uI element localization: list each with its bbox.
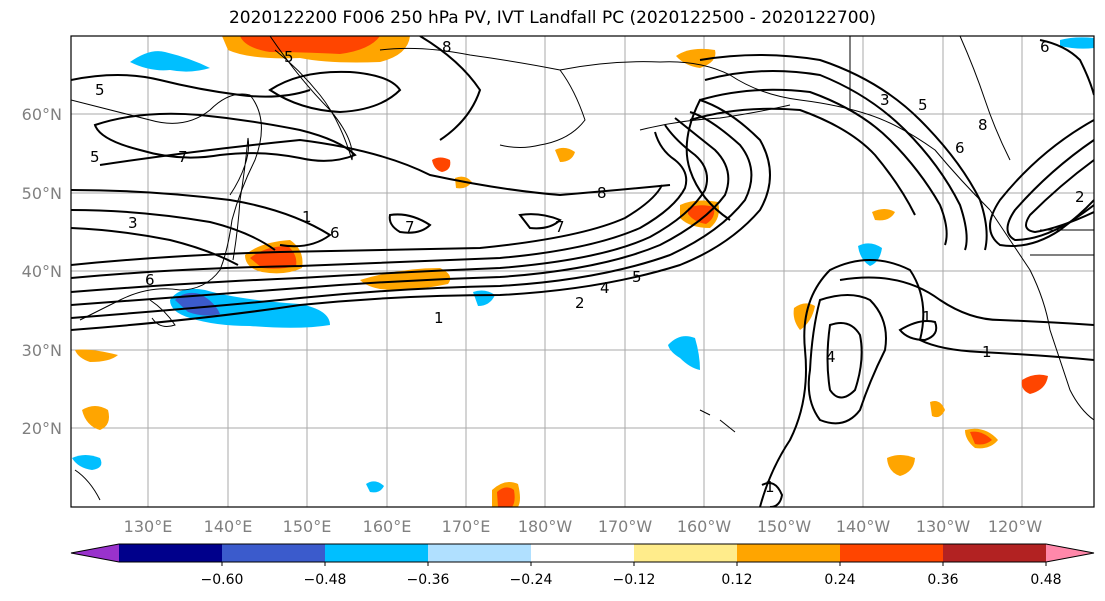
contour-label: 3	[880, 91, 890, 109]
contour-label: 1	[434, 309, 444, 327]
colorbar-tick-label: −0.24	[510, 572, 553, 588]
colorbar-extend-high	[1046, 544, 1094, 562]
lat-tick-label: 20°N	[22, 419, 62, 438]
contour-label: 4	[600, 279, 610, 297]
contour-label: 5	[918, 96, 928, 114]
colorbar-extend-low	[71, 544, 119, 562]
lat-tick-label: 50°N	[22, 184, 62, 203]
lon-tick-label: 160°W	[677, 517, 732, 536]
lon-tick-label: 140°E	[204, 517, 253, 536]
contour-label: 2	[575, 294, 585, 312]
contour-label: 2	[1075, 188, 1085, 206]
colorbar-segment	[428, 544, 532, 562]
colorbar-segment	[119, 544, 223, 562]
contour-label: 1	[982, 343, 992, 361]
lat-tick-label: 60°N	[22, 105, 62, 124]
colorbar: −0.60 −0.48 −0.36 −0.24 −0.12 0.12 0.24 0.36 0.4…	[70, 543, 1095, 588]
colorbar-segment	[737, 544, 841, 562]
map-border	[70, 35, 1095, 508]
lon-tick-label: 130°E	[124, 517, 173, 536]
colorbar-tick-label: 0.12	[721, 572, 752, 588]
latitude-labels: 60°N 50°N 40°N 30°N 20°N	[22, 105, 62, 438]
colorbar-segment	[531, 544, 635, 562]
colorbar-tick-label: 0.36	[927, 572, 958, 588]
contour-label: 1	[302, 208, 312, 226]
contour-label: 8	[597, 184, 607, 202]
contour-labels: 5 8 5 7 5 3 6 1 7 7 8 5 4 2 1 6 3 5 8 6 …	[90, 38, 1085, 496]
lon-tick-label: 120°W	[988, 517, 1043, 536]
colorbar-tick-label: −0.48	[304, 572, 347, 588]
longitude-labels: 130°E 140°E 150°E 160°E 170°E 180°W 170°…	[124, 517, 1043, 536]
lat-tick-label: 40°N	[22, 262, 62, 281]
map-title: 2020122200 F006 250 hPa PV, IVT Landfall…	[228, 8, 876, 28]
contour-label: 7	[405, 218, 415, 236]
lon-tick-label: 140°W	[836, 517, 891, 536]
colorbar-segment	[840, 544, 944, 562]
contour-label: 7	[555, 218, 565, 236]
colorbar-segment	[943, 544, 1047, 562]
contour-label: 6	[955, 139, 965, 157]
colorbar-segment	[634, 544, 738, 562]
contour-label: 8	[442, 38, 452, 56]
colorbar-segment	[325, 544, 429, 562]
colorbar-segment	[222, 544, 326, 562]
contour-label: 8	[978, 116, 988, 134]
colorbar-tick-label: −0.12	[613, 572, 656, 588]
lat-tick-label: 30°N	[22, 341, 62, 360]
contour-label: 1	[765, 478, 775, 496]
contour-label: 6	[1040, 38, 1050, 56]
contour-lines	[71, 36, 1094, 507]
colorbar-tick-label: −0.60	[201, 572, 244, 588]
contour-label: 1	[922, 308, 932, 326]
contour-label: 5	[284, 48, 294, 66]
contour-label: 6	[145, 271, 155, 289]
colorbar-tick-label: 0.24	[824, 572, 855, 588]
contour-label: 5	[95, 81, 105, 99]
lon-tick-label: 150°E	[283, 517, 332, 536]
colorbar-outline	[70, 543, 1095, 563]
pv-shading	[72, 36, 1094, 507]
contour-label: 6	[330, 224, 340, 242]
lon-tick-label: 170°E	[442, 517, 491, 536]
contour-label: 7	[178, 148, 188, 166]
colorbar-tick-label: −0.36	[407, 572, 450, 588]
lon-tick-label: 130°W	[916, 517, 971, 536]
lon-tick-label: 180°W	[518, 517, 573, 536]
lon-tick-label: 170°W	[598, 517, 653, 536]
contour-label: 5	[632, 268, 642, 286]
lon-tick-label: 150°W	[757, 517, 812, 536]
contour-label: 5	[90, 148, 100, 166]
lon-tick-label: 160°E	[363, 517, 412, 536]
colorbar-tick-label: 0.48	[1030, 572, 1061, 588]
contour-label: 4	[826, 348, 836, 366]
contour-label: 3	[128, 214, 138, 232]
